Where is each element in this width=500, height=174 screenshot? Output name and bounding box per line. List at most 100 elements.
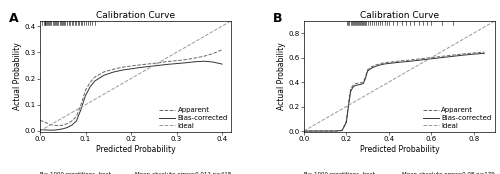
Apparent xyxy=(358,82,364,84)
Apparent xyxy=(369,66,375,68)
Line: Bias-corrected: Bias-corrected xyxy=(40,61,222,130)
Title: Calibration Curve: Calibration Curve xyxy=(360,11,439,20)
Apparent xyxy=(78,104,84,106)
Bias-corrected xyxy=(339,130,345,132)
Bias-corrected xyxy=(386,62,392,65)
Bias-corrected xyxy=(219,63,225,65)
Bias-corrected xyxy=(92,80,98,82)
Bias-corrected xyxy=(428,58,434,60)
Apparent xyxy=(348,88,354,90)
Bias-corrected xyxy=(354,84,360,86)
Apparent xyxy=(201,55,207,57)
Bias-corrected xyxy=(373,65,379,67)
Apparent xyxy=(362,76,368,78)
Bias-corrected xyxy=(358,83,364,85)
Apparent xyxy=(450,54,456,56)
Bias-corrected xyxy=(174,62,180,65)
Legend: Apparent, Bias-corrected, Ideal: Apparent, Bias-corrected, Ideal xyxy=(160,107,228,129)
Apparent xyxy=(360,81,366,83)
Apparent xyxy=(386,61,392,63)
Text: Mean absolute error=0.012 n=418: Mean absolute error=0.012 n=418 xyxy=(135,172,231,174)
Apparent xyxy=(50,124,56,126)
Bias-corrected xyxy=(128,68,134,70)
Text: A: A xyxy=(10,12,19,25)
Line: Apparent: Apparent xyxy=(304,52,484,131)
Apparent xyxy=(354,82,360,84)
Bias-corrected xyxy=(137,66,143,69)
Text: B= 1000 repetitions, boot: B= 1000 repetitions, boot xyxy=(40,172,111,174)
Apparent xyxy=(182,59,188,61)
Apparent xyxy=(64,122,70,125)
Apparent xyxy=(344,120,349,122)
Apparent xyxy=(332,130,338,132)
Bias-corrected xyxy=(64,126,70,129)
Text: B= 1000 repetitions, boot: B= 1000 repetitions, boot xyxy=(304,172,375,174)
Bias-corrected xyxy=(156,64,162,66)
Text: Mean absolute error=0.08 n=179: Mean absolute error=0.08 n=179 xyxy=(402,172,495,174)
Bias-corrected xyxy=(100,74,106,76)
Bias-corrected xyxy=(201,60,207,62)
Bias-corrected xyxy=(50,129,56,131)
Apparent xyxy=(164,60,170,62)
Bias-corrected xyxy=(396,61,402,63)
Bias-corrected xyxy=(356,84,362,86)
X-axis label: Predicted Probability: Predicted Probability xyxy=(360,145,439,154)
Apparent xyxy=(373,64,379,66)
Apparent xyxy=(92,76,98,78)
Apparent xyxy=(407,59,413,61)
Bias-corrected xyxy=(369,67,375,69)
Apparent xyxy=(322,130,328,132)
Y-axis label: Actual Probability: Actual Probability xyxy=(13,43,22,110)
Bias-corrected xyxy=(210,61,216,63)
Y-axis label: Actual Probability: Actual Probability xyxy=(276,43,285,110)
Bias-corrected xyxy=(69,124,75,126)
Apparent xyxy=(418,58,424,60)
Apparent xyxy=(137,64,143,66)
Bias-corrected xyxy=(346,105,352,108)
Apparent xyxy=(378,63,384,65)
Bias-corrected xyxy=(439,57,445,59)
Bias-corrected xyxy=(42,129,48,131)
Bias-corrected xyxy=(87,86,93,88)
Bias-corrected xyxy=(348,91,354,93)
Apparent xyxy=(156,62,162,64)
Apparent xyxy=(382,62,388,64)
Apparent xyxy=(301,130,307,132)
Bias-corrected xyxy=(60,128,66,130)
Apparent xyxy=(87,81,93,84)
Bias-corrected xyxy=(378,64,384,66)
Apparent xyxy=(339,129,345,131)
Bias-corrected xyxy=(332,130,338,132)
Apparent xyxy=(128,65,134,67)
Apparent xyxy=(364,69,370,71)
Bias-corrected xyxy=(382,63,388,65)
Bias-corrected xyxy=(192,61,198,63)
Apparent xyxy=(46,123,52,125)
Apparent xyxy=(439,55,445,57)
Bias-corrected xyxy=(482,52,488,54)
Bias-corrected xyxy=(74,120,80,122)
Bias-corrected xyxy=(37,129,43,131)
Bias-corrected xyxy=(146,65,152,68)
Bias-corrected xyxy=(450,55,456,57)
Apparent xyxy=(471,52,477,54)
Text: B: B xyxy=(273,12,282,25)
Bias-corrected xyxy=(362,77,368,80)
Apparent xyxy=(119,66,125,68)
Bias-corrected xyxy=(350,86,356,89)
Apparent xyxy=(82,89,88,91)
Apparent xyxy=(428,57,434,59)
Bias-corrected xyxy=(119,69,125,71)
Bias-corrected xyxy=(82,94,88,97)
Apparent xyxy=(69,120,75,122)
Apparent xyxy=(100,71,106,73)
Apparent xyxy=(192,57,198,59)
Bias-corrected xyxy=(322,130,328,132)
Apparent xyxy=(42,121,48,123)
Bias-corrected xyxy=(78,108,84,110)
Bias-corrected xyxy=(55,129,61,131)
Bias-corrected xyxy=(164,63,170,65)
Apparent xyxy=(350,85,356,87)
Apparent xyxy=(460,53,466,55)
Apparent xyxy=(60,124,66,126)
